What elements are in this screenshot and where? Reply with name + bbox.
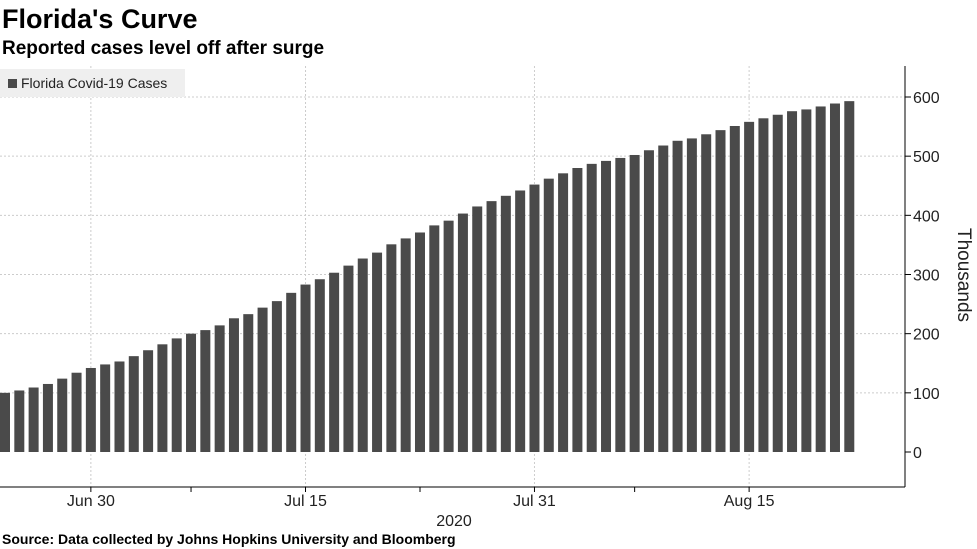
bar [658,145,669,452]
bar [372,252,383,452]
bar [100,364,111,452]
bar [558,173,569,452]
x-tick-label: Aug 15 [724,493,775,510]
bar [815,106,826,452]
bar [186,333,197,452]
bar [443,220,454,452]
bar [0,392,10,452]
x-axis-label: 2020 [436,513,472,530]
y-tick-label: 300 [913,268,940,285]
bar [28,387,39,452]
chart-title: Florida's Curve [2,4,198,34]
bar [300,284,311,452]
bar [601,160,612,452]
bar [243,314,254,452]
y-tick-label: 100 [913,386,940,403]
legend: Florida Covid-19 Cases [0,69,185,97]
bar [42,383,53,452]
bar [171,338,182,452]
bar [200,330,211,452]
bar [772,114,783,452]
bar [715,130,726,452]
chart-subtitle: Reported cases level off after surge [2,38,325,59]
bar [71,372,82,452]
legend-label: Florida Covid-19 Cases [21,75,168,91]
bar [572,168,583,452]
bar [14,390,25,452]
bar [414,232,425,452]
bar [228,318,239,452]
bar [729,125,740,452]
bar [643,150,654,452]
bar [357,258,368,452]
bar [543,178,554,452]
x-tick-label: Jul 15 [284,493,327,510]
y-tick-label: 0 [913,445,922,462]
source-note: Source: Data collected by Johns Hopkins … [2,531,456,547]
bar [758,118,769,453]
bar [114,361,125,452]
bar [271,301,282,452]
legend-swatch [8,79,17,88]
bar [829,103,840,452]
bar [386,244,397,452]
bar [486,201,497,452]
bar [672,140,683,453]
bar [214,325,225,452]
bar-layer [0,101,855,453]
y-tick-label: 200 [913,327,940,344]
bar [400,238,411,452]
y-tick-label: 400 [913,208,940,225]
bar [801,109,812,453]
x-tick-label: Jul 31 [513,493,556,510]
bar [343,265,354,452]
bar [85,367,96,452]
bar [143,350,154,452]
bar [429,225,440,452]
bar [157,344,168,452]
y-tick-label: 500 [913,149,940,166]
bar [314,279,325,452]
bar [472,206,483,452]
bar [787,111,798,452]
bar [329,272,340,452]
bar [257,307,268,452]
bar [500,195,511,452]
axis-layer: 0 100 200 300 400 500 600 Jun 30 Jul 15 Jul 31 Aug… [0,66,940,510]
bar [286,292,297,452]
bar [457,213,468,452]
bar [629,154,640,452]
y-tick-label: 600 [913,90,940,107]
bar [57,378,68,452]
bar [686,138,697,452]
bar [615,157,626,453]
bar [701,134,712,452]
bar [128,356,139,452]
bar [844,101,855,453]
x-tick-label: Jun 30 [67,493,115,510]
bar [744,121,755,452]
bar [529,184,540,453]
bar [586,163,597,452]
bar [515,190,526,452]
y-axis-label: Thousands [953,228,974,322]
